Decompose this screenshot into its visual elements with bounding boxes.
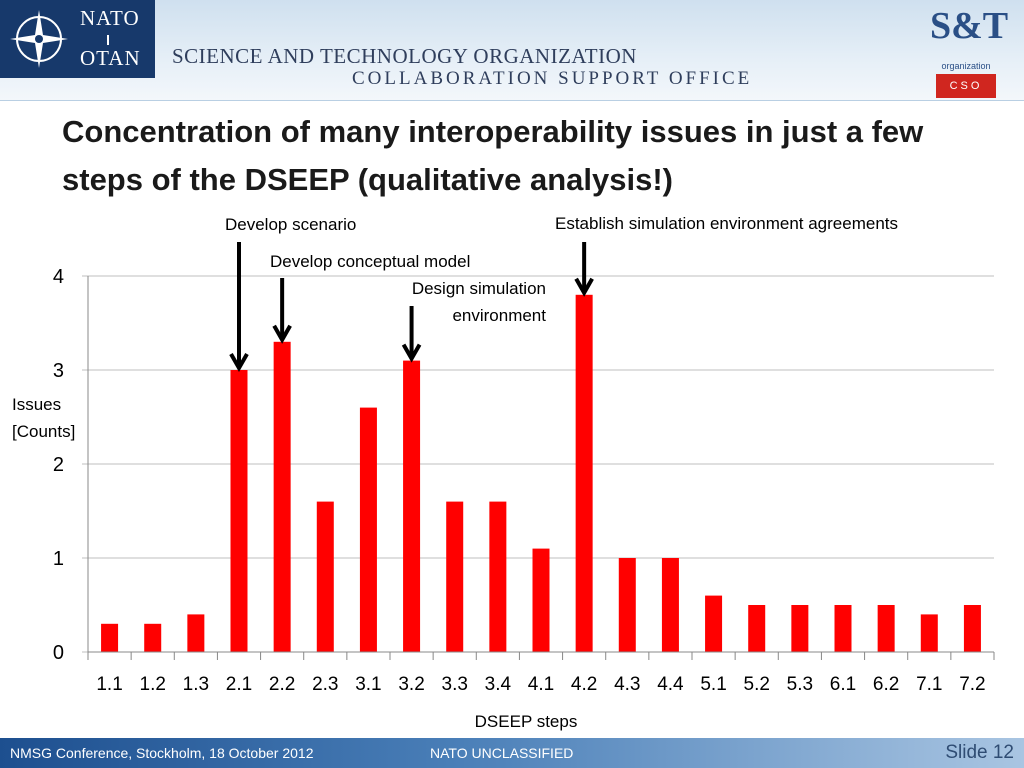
- x-tick-label: 2.3: [312, 674, 338, 695]
- y-axis-title-line2: [Counts]: [12, 422, 75, 441]
- x-tick-label: 3.4: [485, 674, 512, 695]
- footer-classification: NATO UNCLASSIFIED: [430, 745, 574, 761]
- bar-3.1: [359, 407, 377, 652]
- y-axis-title-line1: Issues: [12, 395, 61, 414]
- x-tick-label: 6.2: [873, 674, 899, 695]
- x-tick-label: 3.2: [398, 674, 424, 695]
- x-tick-label: 4.4: [657, 674, 684, 695]
- x-tick-label: 3.1: [355, 674, 381, 695]
- nato-logo: NATO OTAN: [0, 0, 155, 78]
- bar-3.3: [446, 501, 464, 652]
- bar-4.4: [661, 558, 679, 652]
- nato-divider: [107, 35, 109, 45]
- annotation-label-3.2: environment: [452, 306, 546, 325]
- x-tick-label: 1.3: [183, 674, 209, 695]
- bar-4.2: [575, 294, 593, 652]
- bar-6.1: [834, 605, 852, 652]
- footer-slide-number: Slide 12: [945, 742, 1014, 763]
- bar-7.2: [963, 605, 981, 652]
- bar-7.1: [920, 614, 938, 652]
- nato-word: NATO: [80, 6, 140, 30]
- arrow-head-4.2: [574, 277, 594, 297]
- x-tick-label: 5.2: [744, 674, 770, 695]
- bar-chart: 0 1 2 3 4 1.1 1.2 1.3 2.1 2.2 2.3 3.1 3.2 3.3 3.4 4.1 4.…: [12, 214, 995, 731]
- organization-subtitle: COLLABORATION SUPPORT OFFICE: [352, 68, 753, 89]
- st-logo-org: organization: [941, 61, 991, 71]
- st-logo-cso: CSO: [936, 74, 996, 98]
- x-tick-label: 1.1: [96, 674, 122, 695]
- bar-5.1: [705, 595, 723, 652]
- x-tick-label: 4.2: [571, 674, 597, 695]
- y-tick-label: 1: [53, 548, 64, 570]
- x-tick-label: 3.3: [442, 674, 468, 695]
- x-axis-title: DSEEP steps: [475, 712, 578, 731]
- x-tick-label: 5.3: [787, 674, 813, 695]
- bar-1.3: [187, 614, 205, 652]
- annotation-label-2.1: Develop scenario: [225, 215, 356, 234]
- bar-1.2: [144, 623, 162, 652]
- bar-2.3: [316, 501, 334, 652]
- bar-4.3: [618, 558, 636, 652]
- annotation-label-4.2: Establish simulation environment agreeme…: [555, 214, 898, 233]
- x-tick-label: 2.2: [269, 674, 295, 695]
- bar-2.2: [273, 341, 291, 652]
- bar-5.2: [748, 605, 766, 652]
- bar-4.1: [532, 548, 550, 652]
- st-logo-text: S&T: [930, 5, 1009, 47]
- y-tick-label: 2: [53, 454, 64, 476]
- slide-footer: NMSG Conference, Stockholm, 18 October 2…: [0, 738, 1024, 768]
- x-tick-label: 7.1: [916, 674, 942, 695]
- bar-2.1: [230, 370, 248, 652]
- bar-3.4: [489, 501, 507, 652]
- x-tick-label: 7.2: [959, 674, 985, 695]
- arrow-head-3.2: [401, 343, 422, 363]
- arrow-head-2.2: [272, 324, 292, 344]
- x-tick-label: 1.2: [140, 674, 166, 695]
- bar-6.2: [877, 605, 895, 652]
- st-organization-logo: S&T organization CSO: [930, 4, 1009, 98]
- arrow-head-2.1: [229, 353, 249, 373]
- footer-conference: NMSG Conference, Stockholm, 18 October 2…: [10, 745, 314, 761]
- organization-name: SCIENCE AND TECHNOLOGY ORGANIZATION: [172, 44, 637, 68]
- annotation-label-2.2: Develop conceptual model: [270, 252, 470, 271]
- slide-header: NATO OTAN SCIENCE AND TECHNOLOGY ORGANIZ…: [0, 0, 1024, 101]
- x-tick-label: 5.1: [700, 674, 726, 695]
- nato-compass-icon: [10, 10, 68, 68]
- x-tick-label: 6.1: [830, 674, 856, 695]
- slide-title: Concentration of many interoperability i…: [62, 114, 924, 197]
- x-tick-label: 4.3: [614, 674, 640, 695]
- y-tick-label: 4: [53, 266, 64, 288]
- y-tick-label: 0: [53, 642, 64, 664]
- y-tick-label: 3: [53, 360, 64, 382]
- bar-3.2: [403, 360, 421, 652]
- annotation-label-3.2: Design simulation: [412, 279, 546, 298]
- bar-1.1: [101, 623, 119, 652]
- x-tick-label: 2.1: [226, 674, 252, 695]
- otan-word: OTAN: [80, 46, 141, 70]
- x-tick-label: 4.1: [528, 674, 554, 695]
- bar-5.3: [791, 605, 809, 652]
